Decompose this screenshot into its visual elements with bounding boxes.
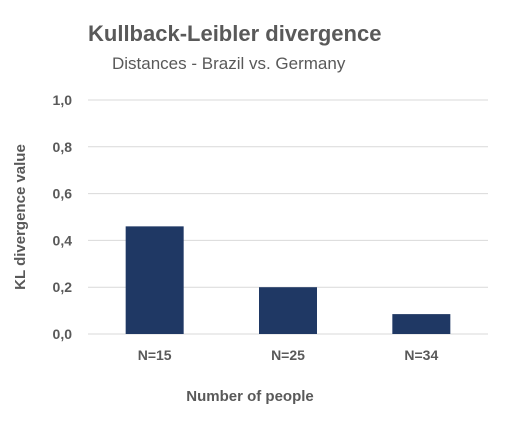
chart-title: Kullback-Leibler divergence: [88, 21, 381, 46]
y-axis-ticks: 0,0 0,2 0,4 0,6 0,8 1,0: [53, 92, 73, 342]
y-tick-label: 0,4: [53, 232, 73, 248]
y-tick-label: 0,6: [53, 186, 73, 202]
bar-n-15: [125, 226, 184, 334]
x-axis-label: Number of people: [186, 388, 314, 405]
x-tick-label: N=34: [404, 347, 438, 363]
x-axis-ticks: N=15 N=25 N=34: [138, 347, 439, 363]
x-tick-label: N=15: [138, 347, 172, 363]
y-axis-label: KL divergence value: [12, 144, 29, 290]
y-tick-label: 0,0: [53, 326, 73, 342]
y-tick-label: 1,0: [53, 92, 73, 108]
bars: [125, 226, 451, 334]
bar-n-34: [392, 314, 451, 334]
y-tick-label: 0,2: [53, 279, 73, 295]
chart-subtitle: Distances - Brazil vs. Germany: [112, 54, 346, 73]
x-tick-label: N=25: [271, 347, 305, 363]
y-tick-label: 0,8: [53, 139, 73, 155]
bar-n-25: [259, 287, 317, 334]
